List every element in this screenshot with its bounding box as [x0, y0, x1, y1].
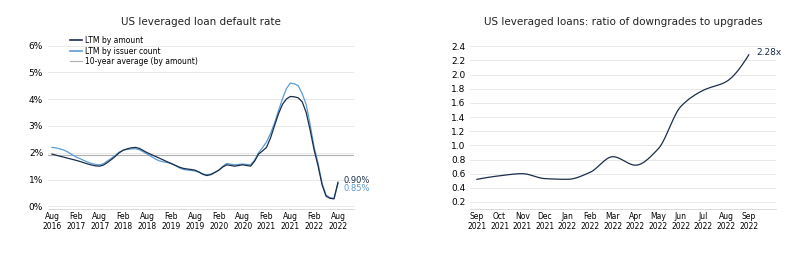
Text: 0.90%: 0.90% — [344, 176, 370, 185]
Text: 0.85%: 0.85% — [344, 184, 370, 193]
Text: 2.28x: 2.28x — [757, 48, 782, 57]
Title: US leveraged loan default rate: US leveraged loan default rate — [121, 17, 281, 27]
Title: US leveraged loans: ratio of downgrades to upgrades: US leveraged loans: ratio of downgrades … — [484, 17, 762, 27]
Legend: LTM by amount, LTM by issuer count, 10-year average (by amount): LTM by amount, LTM by issuer count, 10-y… — [70, 36, 198, 66]
